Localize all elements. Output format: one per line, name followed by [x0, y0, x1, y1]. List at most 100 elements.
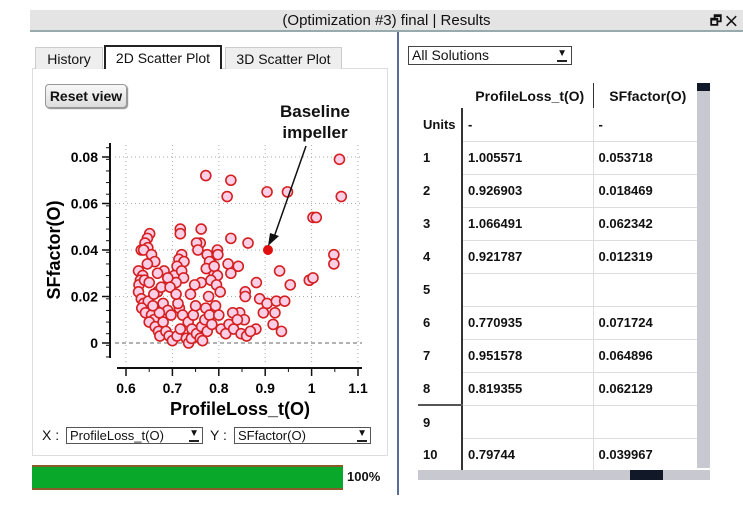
solutions-filter-value: All Solutions [412, 47, 490, 63]
progress-bar [32, 465, 343, 490]
tab-2d-scatter-plot[interactable]: 2D Scatter Plot [104, 45, 222, 69]
chevron-down-icon: ▼ [557, 48, 567, 62]
table-row[interactable]: Units - - [418, 108, 697, 142]
y-selector-label: Y : [210, 427, 227, 443]
row-header[interactable]: 5 [418, 273, 463, 306]
data-point [225, 174, 237, 187]
table-row[interactable]: 5 [418, 273, 697, 307]
cell-profileloss[interactable] [462, 273, 594, 307]
table-row[interactable]: 7 0.951578 0.064896 [418, 339, 697, 373]
cell-profileloss[interactable]: 0.926903 [462, 174, 594, 208]
solutions-filter-select[interactable]: All Solutions ▼ [408, 46, 572, 65]
table-row[interactable]: 2 0.926903 0.018469 [418, 174, 697, 208]
x-tick-label: 0.9 [255, 380, 275, 396]
cell-profileloss[interactable] [462, 405, 594, 439]
row-header[interactable]: 1 [418, 141, 463, 174]
row-header[interactable]: 10 [418, 438, 463, 471]
scatter-plot[interactable]: 0.6 0.7 0.8 0.9 1 1.1 0 0.02 0.04 0.06 0.08 Profile… [0, 0, 400, 430]
cell-profileloss[interactable]: - [462, 108, 594, 142]
scrollbar-thumb[interactable] [697, 83, 710, 91]
table-row[interactable]: 8 0.819355 0.062129 [418, 372, 697, 406]
row-header[interactable]: 8 [418, 372, 463, 406]
x-tick-label: 0.7 [163, 380, 183, 396]
cell-sffactor[interactable] [593, 405, 697, 439]
cell-sffactor[interactable]: 0.062129 [593, 372, 697, 406]
data-point [202, 290, 215, 303]
cell-sffactor[interactable]: 0.012319 [593, 240, 697, 274]
table-row[interactable]: 6 0.770935 0.071724 [418, 306, 697, 340]
x-selector-label: X : [42, 427, 60, 443]
cell-sffactor[interactable]: 0.062342 [593, 207, 697, 241]
data-point [225, 232, 237, 245]
baseline-point [262, 245, 273, 255]
row-header[interactable]: 6 [418, 306, 463, 339]
cell-profileloss[interactable]: 1.066491 [462, 207, 594, 241]
row-header[interactable]: 3 [418, 207, 463, 240]
cell-sffactor[interactable]: 0.053718 [593, 141, 697, 175]
column-header[interactable]: SFfactor(O) [609, 87, 687, 104]
y-tick-label: 0.02 [71, 289, 98, 305]
cell-profileloss[interactable]: 0.951578 [462, 339, 594, 373]
column-header[interactable]: ProfileLoss_t(O) [462, 83, 594, 108]
data-point [141, 258, 154, 270]
table-row[interactable]: 3 1.066491 0.062342 [418, 207, 697, 241]
close-icon[interactable]: ✕ [725, 13, 737, 28]
reset-view-button[interactable]: Reset view [45, 84, 127, 108]
x-axis-label: ProfileLoss_t(O) [170, 399, 310, 419]
cell-sffactor[interactable]: - [593, 108, 697, 142]
table-row[interactable]: 1 1.005571 0.053718 [418, 141, 697, 175]
cell-profileloss[interactable]: 0.921787 [462, 240, 594, 274]
data-point [310, 211, 323, 224]
data-point [170, 288, 182, 300]
table-row[interactable]: 10 0.79744 0.039967 [418, 438, 697, 471]
scrollbar-thumb[interactable] [630, 470, 663, 480]
row-header[interactable]: 4 [418, 240, 463, 273]
cell-sffactor[interactable]: 0.018469 [593, 174, 697, 208]
cell-sffactor[interactable]: 0.064896 [593, 339, 697, 373]
data-point [187, 309, 200, 321]
y-axis-select[interactable]: SFfactor(O) ▼ [234, 427, 371, 444]
data-point [221, 190, 233, 203]
x-axis-select[interactable]: ProfileLoss_t(O) ▼ [66, 427, 203, 444]
data-point [188, 279, 201, 291]
data-point [165, 309, 177, 321]
data-point [189, 299, 202, 312]
cell-profileloss[interactable]: 1.005571 [462, 141, 594, 175]
data-point [200, 169, 212, 182]
row-header[interactable]: Units [418, 108, 463, 141]
cell-profileloss[interactable]: 0.79744 [462, 438, 594, 471]
data-point [212, 248, 224, 261]
cell-sffactor[interactable]: 0.039967 [593, 438, 697, 471]
table-row[interactable]: 4 0.921787 0.012319 [418, 240, 697, 274]
table-row[interactable]: 9 [418, 405, 697, 439]
tab-history[interactable]: History [35, 47, 103, 69]
row-header[interactable]: 2 [418, 174, 463, 207]
window-title-bar: (Optimization #3) final | Results [30, 10, 743, 32]
data-point [192, 244, 204, 256]
window-buttons: 🗗 ✕ [710, 10, 737, 32]
cell-profileloss[interactable]: 0.770935 [462, 306, 594, 340]
tab-3d-scatter-plot[interactable]: 3D Scatter Plot [225, 47, 342, 69]
data-point [232, 260, 245, 273]
vertical-scrollbar[interactable] [697, 83, 710, 468]
window-title: (Optimization #3) final | Results [282, 12, 491, 29]
data-point [335, 190, 348, 203]
row-header[interactable]: 9 [418, 405, 463, 438]
restore-icon[interactable]: 🗗 [709, 13, 723, 28]
data-point [153, 306, 166, 319]
results-table: ProfileLoss_t(O) SFfactor(O) Units - -1 1.0… [418, 83, 697, 471]
data-point [275, 325, 288, 338]
cell-sffactor[interactable]: 0.071724 [593, 306, 697, 340]
x-tick-label: 0.6 [116, 380, 136, 396]
cell-profileloss[interactable]: 0.819355 [462, 372, 594, 406]
data-point [147, 299, 159, 312]
horizontal-scrollbar[interactable] [418, 470, 710, 480]
chevron-down-icon: ▼ [189, 428, 199, 442]
data-point [143, 276, 155, 289]
cell-sffactor[interactable] [593, 273, 697, 307]
data-point [213, 309, 225, 321]
data-point [261, 186, 273, 198]
pane-divider[interactable] [397, 32, 399, 495]
row-header[interactable]: 7 [418, 339, 463, 372]
x-tick-label: 1 [308, 380, 316, 396]
